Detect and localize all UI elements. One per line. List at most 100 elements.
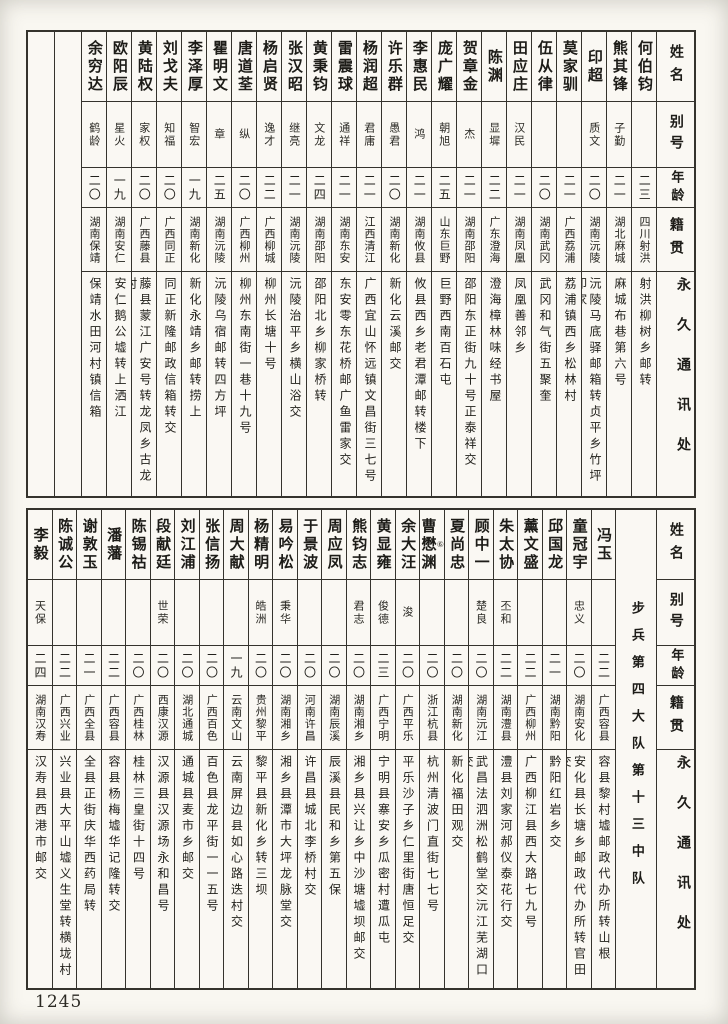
entry-age-text: 二一 <box>287 173 302 202</box>
entry-alias-text: 皓洲 <box>254 599 268 626</box>
entry-native-text: 广西兴业 <box>58 693 72 742</box>
entry-name-text: 唐道荃 <box>235 39 254 94</box>
entry-address-text: 辰溪县民和乡第五保 <box>327 755 342 899</box>
entry-age: 二一 <box>357 168 381 208</box>
entry-age: 二〇 <box>82 168 106 208</box>
entry-alias <box>199 580 223 646</box>
entry-address-text: 麻城布巷第六号 <box>613 277 627 389</box>
entry-name: 伍从律 <box>532 32 556 102</box>
entry-column: 顾中一楚良二〇湖南沅江武昌法泗洲松鹤堂交沅江芜湖口交 <box>468 510 493 988</box>
entry-column: 夏尚忠 二〇 湖南新化 新化福田观交 <box>443 510 468 988</box>
entry-alias <box>420 580 444 646</box>
entry-native-text: 广西荔浦 <box>563 215 577 264</box>
entry-age-text: 一九 <box>229 651 244 680</box>
entry-name-text: 薰文盛 <box>521 517 540 572</box>
entry-address: 东安零东花桥邮广鱼雷家交 <box>332 272 356 496</box>
entry-column: 潘藩 二二 广西容县 容县杨梅墟华记隆转交 <box>100 510 125 988</box>
entry-name-text: 于景波 <box>301 517 320 572</box>
entry-column: 薰文盛 二二 广西柳州 广西柳江县西大路七九号 <box>517 510 542 988</box>
entry-name-text: 莫家驯 <box>560 39 579 94</box>
entry-age-text: 二五 <box>437 173 452 202</box>
entry-age: 二〇 <box>175 646 199 686</box>
entry-alias: 愚君 <box>382 102 406 168</box>
entry-age-text: 一九 <box>187 173 202 202</box>
entry-name: 庞广耀 <box>432 32 456 102</box>
entry-native-text: 湖南沅陵 <box>288 215 302 264</box>
entry-address-text: 东安零东花桥邮广鱼雷家交 <box>338 277 352 469</box>
entry-name-text: 田应庄 <box>510 39 529 94</box>
entry-native-text: 广西桂林 <box>131 693 145 742</box>
entry-column: 刘江浦 二〇 湖北通城 通城县麦市乡邮交 <box>174 510 199 988</box>
entry-address-text: 汉寿县西港市邮交 <box>33 755 48 883</box>
entry-native: 湖南邵阳 <box>457 208 481 272</box>
entry-address-text: 凤凰善邻乡 <box>513 277 527 357</box>
entry-alias-text: 杰 <box>462 128 476 141</box>
header-label-address: 永久通讯处 <box>675 755 691 955</box>
entry-address: 同正新隆邮政信箱转交 <box>157 272 181 496</box>
entry-name: 刘戈夫 <box>157 32 181 102</box>
entry-age: 二〇 <box>199 646 223 686</box>
entry-address-text: 安仁鹅公墟转上洒江 <box>113 277 127 421</box>
entry-age-text: 二三 <box>637 173 652 202</box>
entry-name: 熊其锋 <box>607 32 631 102</box>
entry-column: 陈锡祜 二〇 广西桂林 桂林三皇街十四号 <box>125 510 150 988</box>
entry-native: 广西百色 <box>199 686 223 750</box>
entry-name-text: 潘藩 <box>105 526 124 563</box>
entry-alias <box>297 580 321 646</box>
entry-alias: 通祥 <box>332 102 356 168</box>
entry-address-text: 澧县刘家河郝仪泰花行交 <box>499 755 513 931</box>
entry-address-text: 通城县麦市乡邮交 <box>180 755 195 883</box>
entry-address: 攸县西乡老君潭邮转楼下 <box>407 272 431 496</box>
entry-age: 二二 <box>101 646 125 686</box>
entry-address: 黎平县新化乡转三坝 <box>249 750 273 988</box>
entry-native: 广西荔浦 <box>557 208 581 272</box>
entry-native-text: 广西全县 <box>82 693 96 742</box>
entry-native-text: 湖南沅陵 <box>588 215 602 264</box>
entry-column: 冯玉 二二 广西容县 容县黎村墟邮政代办所转山根 <box>590 510 615 988</box>
entry-column: 杨启贤 逸才 二二 广西柳城 柳州长塘十号 <box>256 32 281 496</box>
entry-alias: 汉民 <box>507 102 531 168</box>
entry-native: 广西柳州 <box>518 686 542 750</box>
entry-column: 何伯钧 二三 四川射洪 射洪柳树乡邮转 <box>631 32 656 496</box>
entry-native: 广西柳州 <box>232 208 256 272</box>
entry-alias: 质文 <box>582 102 606 168</box>
entry-column: 伍从律 二〇 湖南武冈 武冈和气街五聚奎 <box>531 32 556 496</box>
entry-column: 田应庄 汉民 二一 湖南凤凰 凤凰善邻乡 <box>506 32 531 496</box>
entry-address: 凤凰善邻乡 <box>507 272 531 496</box>
entry-age: 二三 <box>632 168 656 208</box>
entry-name: 张信扬 <box>199 510 223 580</box>
entry-name: 易吟松 <box>273 510 297 580</box>
header-label-age: 年龄 <box>668 647 684 684</box>
entry-native-text: 山东巨野 <box>438 215 452 264</box>
entry-alias: 君志 <box>346 580 370 646</box>
entry-name-text: 顾中一 <box>472 517 491 572</box>
entry-alias: 君庸 <box>357 102 381 168</box>
entry-column: 李毅 天保 二四 湖南汉寿 汉寿县西港市邮交 <box>28 510 52 988</box>
entry-name-text: 周大献 <box>227 517 246 572</box>
header-cell-alias: 别号 <box>657 580 694 646</box>
entry-alias-text: 汉民 <box>512 121 526 148</box>
entry-column: 于景波 二〇 河南许昌 许昌县城北李桥村交 <box>296 510 321 988</box>
entry-alias-text: 星火 <box>112 121 126 148</box>
entry-native: 西康汉源 <box>150 686 174 750</box>
entry-name-text: 黄陆权 <box>135 39 154 94</box>
header-label-name: 姓名 <box>667 43 684 90</box>
entry-address: 黔阳红岩乡交 <box>543 750 567 988</box>
entry-address: 沅陵乌宿邮转四方坪 <box>207 272 231 496</box>
entry-native-text: 湖南澧县 <box>499 693 513 742</box>
entry-alias: 纵 <box>232 102 256 168</box>
entry-age-text: 二二 <box>523 651 538 680</box>
entry-name-text: 张信扬 <box>203 517 222 572</box>
entry-native-text: 广西柳州 <box>523 693 537 742</box>
entry-native: 山东巨野 <box>432 208 456 272</box>
entry-name: 黄陆权 <box>132 32 156 102</box>
entry-name: 雷震球 <box>332 32 356 102</box>
entry-alias-text: 知福 <box>162 121 176 148</box>
entry-native: 广西桂林 <box>126 686 150 750</box>
entry-name-text: 熊钧志 <box>350 517 369 572</box>
entry-name: 许乐群 <box>382 32 406 102</box>
entry-address: 邵阳北乡柳家桥转 <box>307 272 331 496</box>
header-label-alias: 别号 <box>667 591 684 634</box>
entry-address-text: 沅陵乌宿邮转四方坪 <box>213 277 227 421</box>
entry-age: 二〇 <box>395 646 419 686</box>
